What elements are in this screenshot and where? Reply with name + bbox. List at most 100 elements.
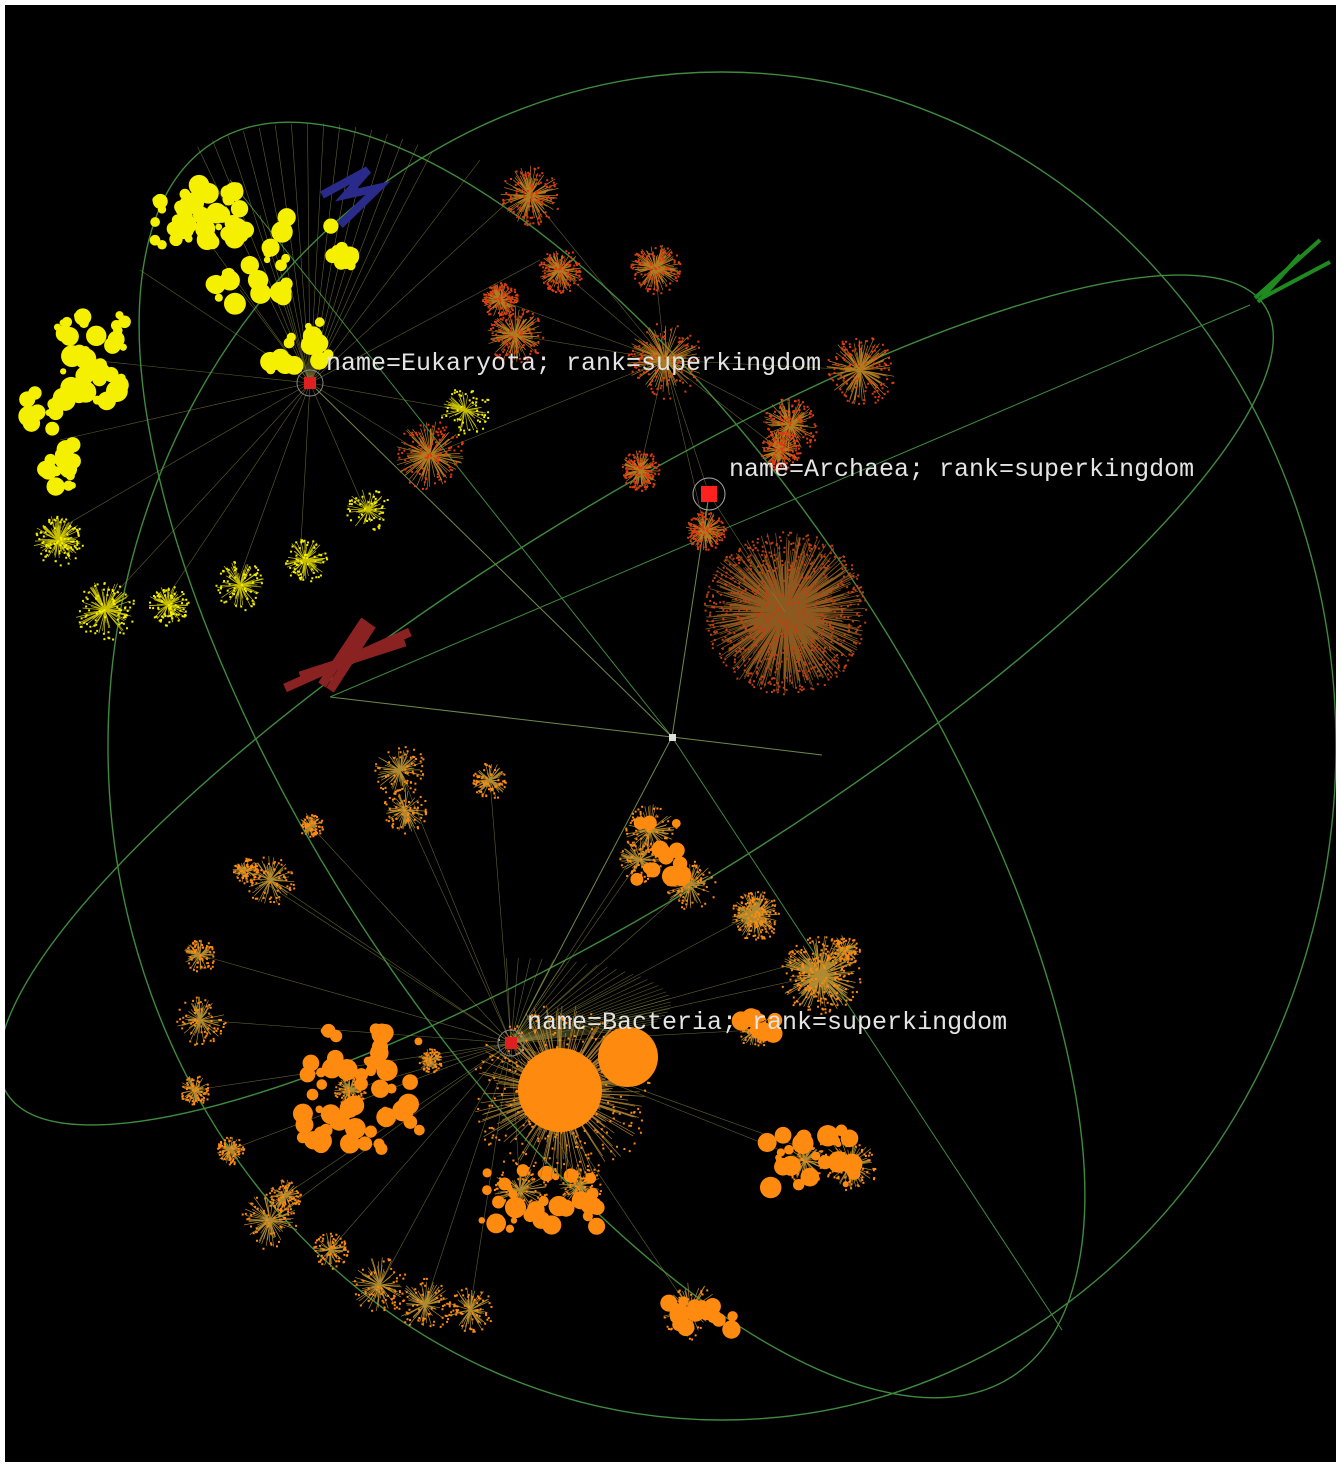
edge [510,1011,668,1044]
node-label: name=Archaea; rank=superkingdom [729,455,1194,484]
edge [404,809,512,1044]
edge [510,994,669,1044]
node-label: name=Eukaryota; rank=superkingdom [326,349,821,378]
cluster-blob [271,221,293,243]
cluster-blob [675,1321,686,1332]
cluster-blob [224,182,244,202]
cluster-disc [518,1048,602,1132]
cluster-blob [296,1131,309,1144]
cluster-blob [757,1133,777,1152]
edge [510,976,641,1044]
edge [309,159,481,384]
cluster-blob [315,1105,324,1114]
cluster-blob [204,234,220,250]
edge [199,1019,512,1044]
cluster-leaves [732,891,780,941]
cluster-blob [206,274,226,295]
cluster-branches [76,582,132,634]
edge [510,884,691,1044]
edge [489,779,512,1044]
cluster-blob [402,1074,418,1090]
edge [269,879,512,1044]
cluster-blob [847,1166,861,1180]
cluster-blob [152,196,160,204]
axis-marker-z [320,166,391,228]
cluster-blob [510,1217,518,1224]
cluster-blob [336,1059,358,1081]
cluster-blob [374,1028,385,1039]
cluster-blob [316,1079,328,1090]
cluster-blob [92,371,107,387]
cluster-leaves [490,308,545,364]
edge [708,493,786,613]
cluster-blob [39,461,58,480]
cluster-blob [630,872,644,886]
cluster-blob [78,385,94,401]
cluster-blob [309,333,329,353]
cluster-blob [661,865,683,887]
cluster-blob [266,365,276,375]
cluster-blob [784,1144,794,1155]
cluster-leaves [493,1167,548,1215]
cluster-blob [175,199,195,218]
cluster-blob [306,1088,319,1101]
cluster-leaves [78,582,135,641]
edge [671,736,1063,1331]
cluster-blob [660,847,671,858]
cluster-leaves [270,1179,302,1213]
cluster-blob [571,1191,590,1210]
cluster-blob [80,346,90,356]
cluster-leaves [398,1277,453,1328]
cluster-blob [722,1320,741,1339]
cluster-blob [751,1009,761,1020]
axis-marker-x [283,617,412,693]
edge [164,382,311,601]
cluster-blob [60,368,67,375]
cluster-blob [65,437,81,453]
cluster-blob [586,1199,600,1213]
cluster-blob [557,1199,575,1217]
cluster-blob [54,448,68,462]
cluster-blob [840,1129,859,1148]
edge [510,1004,671,1044]
cluster-blob [345,1139,352,1147]
cluster-blob [642,862,654,874]
edge [664,359,706,531]
cluster-blob [376,1107,397,1128]
edge [664,359,781,451]
edge [510,1001,672,1044]
cluster-blob [364,1125,377,1138]
cluster-blob [18,405,40,427]
edge [664,359,710,495]
sphere-outline [107,71,1336,1421]
cluster-blob [171,214,184,227]
cluster-blob [375,1142,388,1155]
edge [510,959,555,1044]
cluster-blob [215,223,223,231]
cluster-blob [381,1106,389,1114]
edge [510,914,751,1044]
cluster-leaves [217,1136,246,1166]
edge [89,359,311,384]
edge [664,359,791,426]
cluster-leaves [482,282,519,320]
cluster-blob [314,317,325,327]
cluster-blob [271,353,289,371]
edge [39,382,311,541]
cluster-blob [283,337,295,349]
cluster-blob [727,1311,738,1322]
cluster-blob [195,218,216,239]
cluster-leaves [760,431,802,472]
cluster-leaves [35,515,84,567]
cluster-leaves [313,1232,350,1270]
cluster-leaves [241,1191,298,1250]
cluster-blob [827,1151,850,1173]
cluster-blob [754,1022,773,1041]
edge [510,971,626,1044]
cluster-blob [299,1066,316,1083]
cluster-blob [61,316,73,328]
cluster-blob [486,1213,506,1234]
cluster-blob [344,1117,366,1139]
edge [244,869,512,1044]
cluster-blob [552,1173,560,1181]
